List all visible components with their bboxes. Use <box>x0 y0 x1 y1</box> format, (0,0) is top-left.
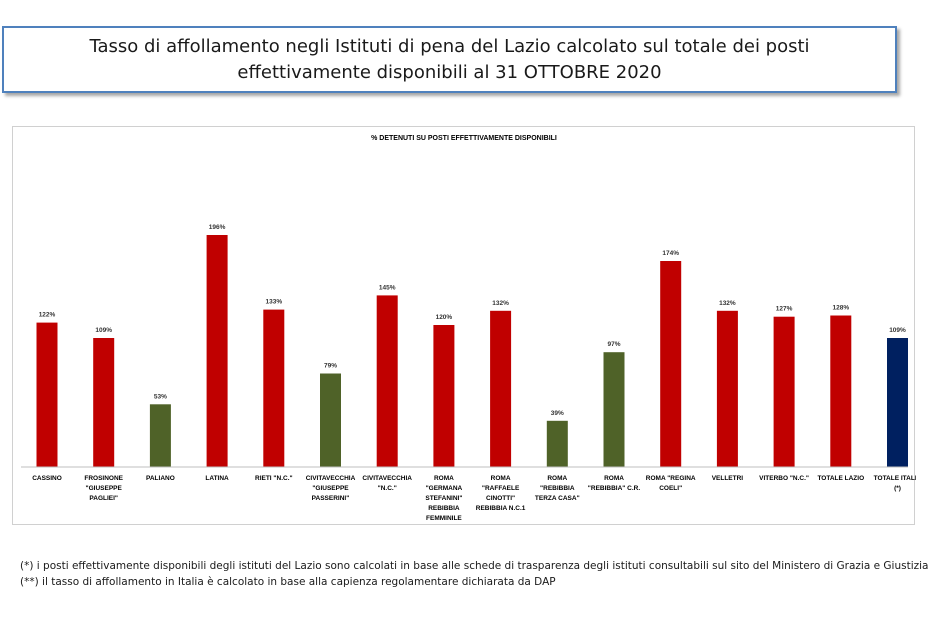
bar-14 <box>830 315 852 467</box>
bar-value-label-9: 39% <box>551 410 564 417</box>
page-title-line-1: Tasso di affollamento negli Istituti di … <box>89 35 810 57</box>
bars-layer <box>36 235 908 467</box>
category-label-0: CASSINO <box>32 475 62 482</box>
bar-9 <box>546 420 568 467</box>
bar-value-label-7: 120% <box>436 314 453 321</box>
category-label-12: VELLETRI <box>712 475 744 482</box>
category-label-3: LATINA <box>205 475 229 482</box>
bar-value-label-14: 128% <box>832 305 849 312</box>
bar-value-label-5: 79% <box>324 363 337 370</box>
footnotes: (*) i posti effettivamente disponibili d… <box>20 558 935 590</box>
category-label-9: ROMA "REBIBBIA TERZA CASA" <box>535 475 580 502</box>
bar-value-label-1: 109% <box>95 327 112 334</box>
category-label-5: CIVITAVECCHIA "GIUSEPPE PASSERINI" <box>306 475 356 502</box>
bar-value-label-0: 122% <box>39 312 56 319</box>
bar-value-label-11: 174% <box>662 250 679 257</box>
category-label-1: FROSINONE "GIUSEPPE PAGLIEI" <box>84 475 123 502</box>
category-label-15: TOTALE ITALIA(*) <box>874 475 916 492</box>
bar-6 <box>376 295 398 467</box>
category-label-4: RIETI "N.C." <box>255 475 293 482</box>
page-title-line-2: effettivamente disponibili al 31 OTTOBRE… <box>237 61 662 83</box>
category-label-8: ROMA "RAFFAELE CINOTTI" REBIBBIA N.C.1 <box>476 475 526 512</box>
bar-chart: % DETENUTI SU POSTI EFFETTIVAMENTE DISPO… <box>21 135 916 522</box>
category-label-14: TOTALE LAZIO <box>817 475 864 482</box>
bar-1 <box>93 338 115 467</box>
bar-value-label-6: 145% <box>379 284 396 291</box>
bar-2 <box>149 404 171 467</box>
chart-title: % DETENUTI SU POSTI EFFETTIVAMENTE DISPO… <box>371 135 557 142</box>
bar-3 <box>206 235 228 467</box>
category-label-2: PALIANO <box>146 475 175 482</box>
bar-value-label-2: 53% <box>154 393 167 400</box>
labels-layer: 122% CASSINO 109% FROSINONE "GIUSEPPE PAGLIEI… <box>32 224 916 522</box>
bar-value-label-10: 97% <box>607 341 620 348</box>
chart-area: % DETENUTI SU POSTI EFFETTIVAMENTE DISPO… <box>12 126 916 525</box>
bar-13 <box>773 316 795 467</box>
bar-value-label-13: 127% <box>776 306 793 313</box>
category-label-11: ROMA "REGINA COELI" <box>646 475 696 492</box>
bar-8 <box>490 310 512 467</box>
footnote-1: (*) i posti effettivamente disponibili d… <box>20 560 929 572</box>
category-label-13: VITERBO "N.C." <box>759 475 809 482</box>
bar-value-label-15: 109% <box>889 327 906 334</box>
bar-15 <box>887 338 908 467</box>
bar-5 <box>320 373 341 467</box>
bar-value-label-12: 132% <box>719 300 736 307</box>
bar-value-label-3: 196% <box>209 224 226 231</box>
bar-11 <box>660 261 682 467</box>
category-label-6: CIVITAVECCHIA "N.C." <box>362 475 412 492</box>
bar-12 <box>716 310 738 467</box>
bar-4 <box>263 309 285 467</box>
category-label-7: ROMA "GERMANA STEFANINI" REBIBBIA FEMMINILE <box>425 475 462 522</box>
bar-value-label-4: 133% <box>265 299 282 306</box>
category-label-10: ROMA "REBIBBIA" C.R. <box>588 475 641 492</box>
bar-10 <box>603 352 625 467</box>
bar-7 <box>433 325 455 467</box>
title-box: Tasso di affollamento negli Istituti di … <box>2 26 897 93</box>
bar-0 <box>36 322 58 467</box>
bar-value-label-8: 132% <box>492 300 509 307</box>
footnote-2: (**) il tasso di affollamento in Italia … <box>20 576 556 588</box>
